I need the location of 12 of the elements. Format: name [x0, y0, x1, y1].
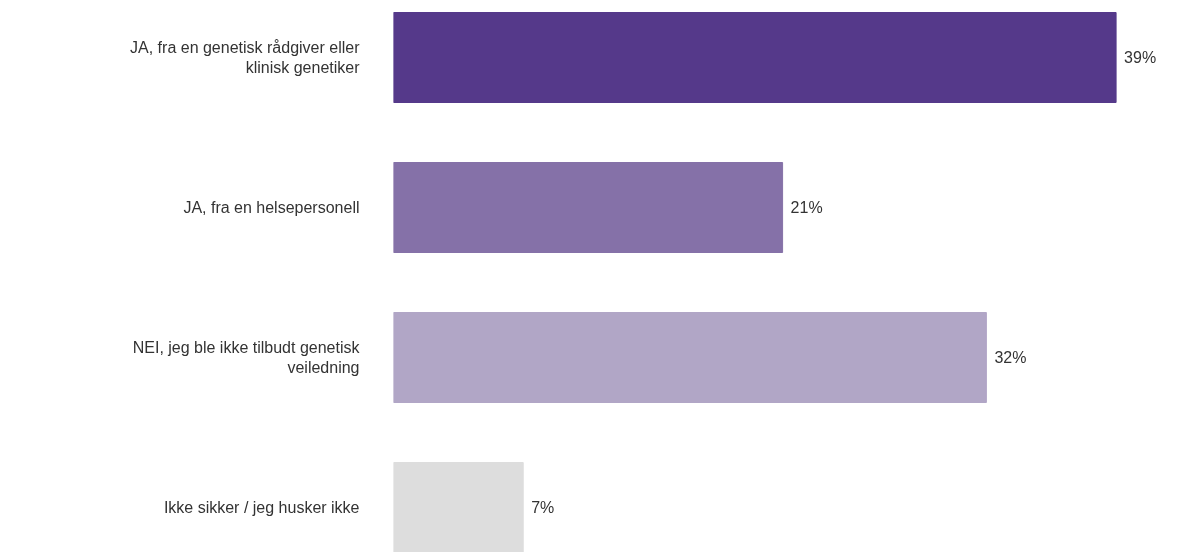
y-tick-label: NEI, jeg ble ikke tilbudt genetisk veiledning	[132, 338, 361, 377]
bar	[393, 312, 987, 403]
y-tick-label: Ikke sikker / jeg husker ikke	[163, 499, 360, 516]
data-label: 39%	[1124, 49, 1157, 66]
y-tick-label: JA, fra en genetisk rådgiver eller klinisk genetiker	[130, 38, 361, 77]
data-label: 7%	[531, 499, 555, 516]
bar	[393, 162, 784, 253]
bar	[393, 12, 1117, 103]
bar	[393, 462, 524, 552]
data-label: 21%	[790, 199, 823, 216]
y-tick-label: JA, fra en helsepersonell	[183, 199, 360, 216]
data-label: 32%	[994, 349, 1027, 366]
